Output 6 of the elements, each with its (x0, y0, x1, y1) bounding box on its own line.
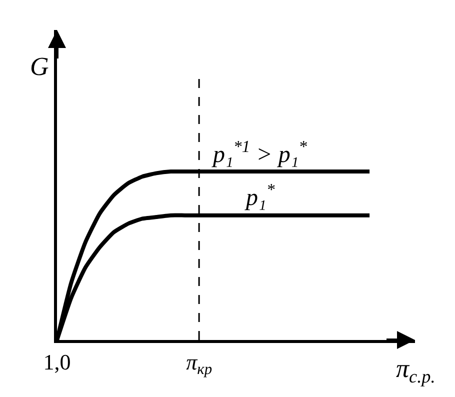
x-tick-label: 1,0 (43, 349, 71, 374)
x-tick-label: π$_{кр}$ (186, 349, 212, 378)
y-axis-title: G (30, 52, 49, 81)
series-label: p₁$^{*}$ (244, 180, 276, 212)
series-label: p₁$^{*1}$ > p₁$^{*}$ (211, 137, 308, 168)
x-axis-title: π$_{с.р.}$ (396, 354, 436, 386)
